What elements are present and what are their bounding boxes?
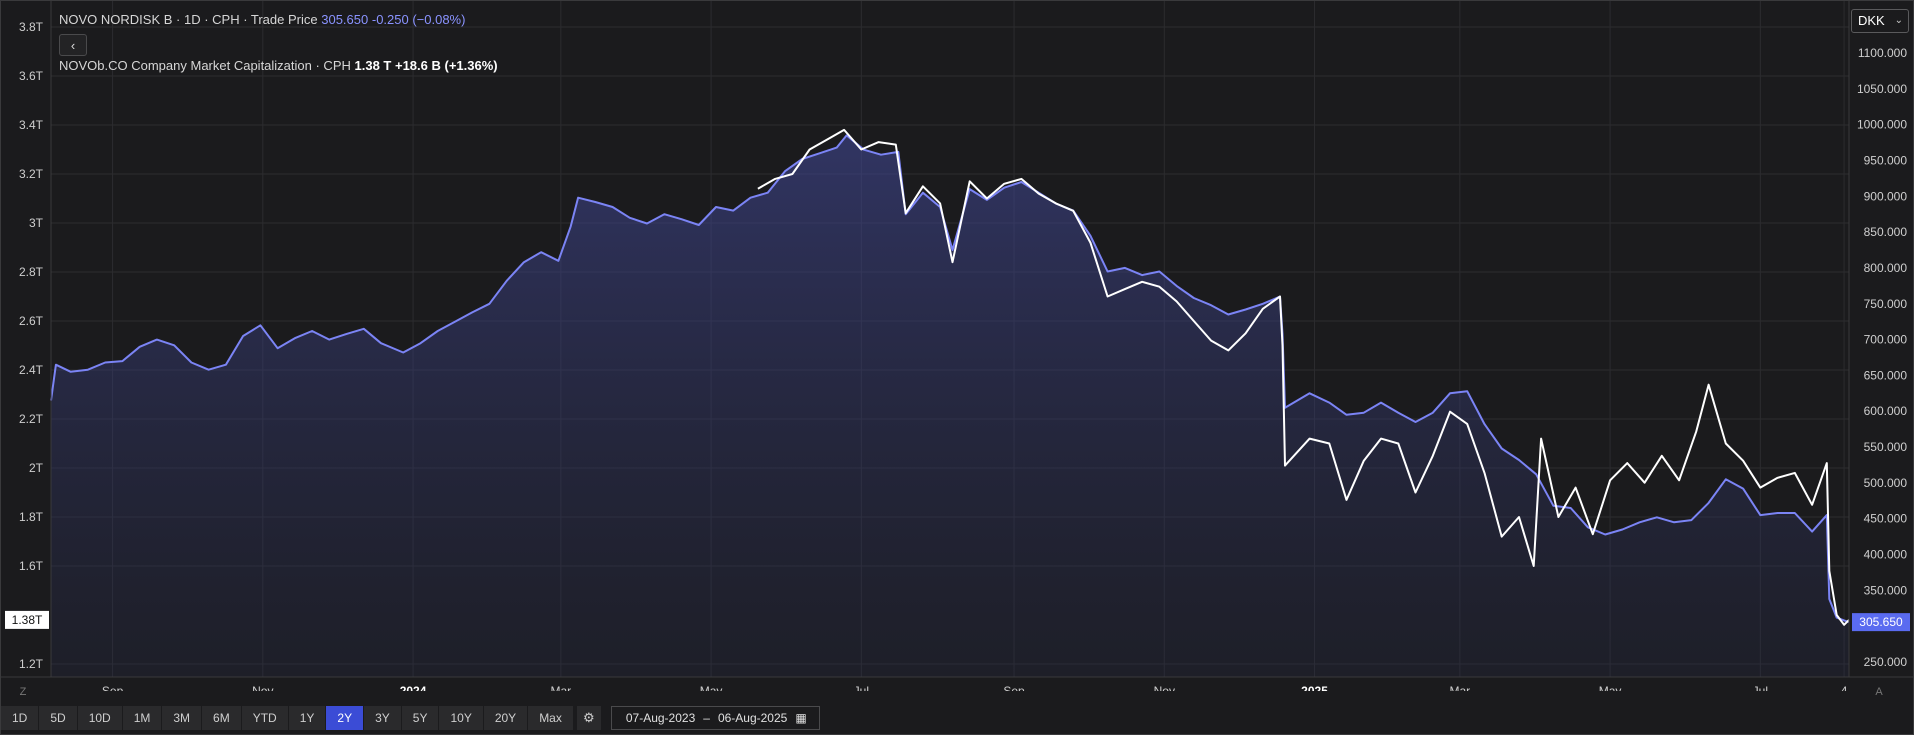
legend-trade-price-value: 305.650 xyxy=(321,12,369,27)
range-button-1y[interactable]: 1Y xyxy=(288,706,326,730)
x-tick-label: Jul xyxy=(1753,684,1768,691)
right-tick-label: 700.000 xyxy=(1864,333,1908,347)
left-tick-label: 2.2T xyxy=(19,412,44,426)
right-tick-label: 350.000 xyxy=(1864,583,1908,597)
date-from: 07-Aug-2023 xyxy=(625,711,696,725)
right-tick-label: 950.000 xyxy=(1864,153,1908,167)
left-tick-label: 3.8T xyxy=(19,20,44,34)
x-tick-label: May xyxy=(1599,684,1622,691)
currency-label: DKK xyxy=(1858,13,1885,28)
right-tick-label: 650.000 xyxy=(1864,368,1908,382)
left-tick-label: 2T xyxy=(29,461,44,475)
right-current-badge xyxy=(1852,613,1910,632)
date-range-picker[interactable]: 07-Aug-2023–06-Aug-2025 ▦ xyxy=(610,706,820,730)
range-buttons: 1D 5D 10D 1M 3M 6M YTD 1Y 2Y 3Y 5Y 10Y 20Y Max xyxy=(1,706,574,730)
collapse-legend-button[interactable]: ‹ xyxy=(59,34,87,56)
price-chart[interactable]: 3.8T 3.6T 3.4T 3.2T 3T 2.8T 2.6T 2.4T 2.2T 2T 1.8T… xyxy=(1,1,1914,691)
right-tick-label: 800.000 xyxy=(1864,261,1908,275)
left-tick-label: 2.8T xyxy=(19,265,44,279)
currency-select[interactable]: DKK ⌄ xyxy=(1851,9,1909,33)
x-tick-label: May xyxy=(700,684,723,691)
range-button-5y[interactable]: 5Y xyxy=(401,706,439,730)
range-button-6m[interactable]: 6M xyxy=(202,706,241,730)
left-tick-label: 3T xyxy=(29,216,44,230)
x-tick-label: 2025 xyxy=(1301,684,1328,691)
chevron-down-icon: ⌄ xyxy=(1894,15,1903,26)
right-tick-label: 850.000 xyxy=(1864,225,1908,239)
legend-trade-price-name: NOVO NORDISK B · 1D · CPH · Trade Price xyxy=(59,12,318,27)
gear-icon[interactable]: ⚙ xyxy=(576,706,601,730)
right-axis-scale-button[interactable]: A xyxy=(1875,686,1883,698)
left-tick-label: 3.4T xyxy=(19,118,44,132)
range-button-3y[interactable]: 3Y xyxy=(364,706,401,730)
x-tick-label: Nov xyxy=(252,684,273,691)
range-button-5d[interactable]: 5D xyxy=(39,706,77,730)
right-tick-label: 550.000 xyxy=(1864,440,1908,454)
left-axis-scale-button[interactable]: Z xyxy=(19,686,27,698)
legend-trade-price-change: -0.250 (−0.08%) xyxy=(371,12,466,27)
chevron-left-icon: ‹ xyxy=(70,38,76,53)
range-button-1d[interactable]: 1D xyxy=(1,706,39,730)
range-button-10d[interactable]: 10D xyxy=(77,706,122,730)
right-current-label: 305.650 xyxy=(1859,615,1903,629)
range-button-max[interactable]: Max xyxy=(528,706,573,730)
left-current-badge xyxy=(5,610,49,629)
calendar-icon: ▦ xyxy=(795,711,807,725)
legend-market-cap: NOVOb.CO Company Market Capitalization ·… xyxy=(59,58,498,73)
left-tick-label: 2.6T xyxy=(19,314,44,328)
right-tick-label: 750.000 xyxy=(1864,297,1908,311)
range-button-ytd[interactable]: YTD xyxy=(241,706,288,730)
date-to: 06-Aug-2025 xyxy=(717,711,788,725)
right-tick-label: 1050.000 xyxy=(1857,82,1907,96)
right-tick-label: 900.000 xyxy=(1864,189,1908,203)
x-tick-label: Nov xyxy=(1154,684,1175,691)
right-tick-label: 450.000 xyxy=(1864,512,1908,526)
range-button-2y[interactable]: 2Y xyxy=(326,706,364,730)
left-tick-label: 3.2T xyxy=(19,167,44,181)
left-current-label: 1.38T xyxy=(12,613,43,627)
x-tick-label: 2024 xyxy=(400,684,427,691)
series-area-0 xyxy=(51,135,1849,677)
range-button-3m[interactable]: 3M xyxy=(162,706,202,730)
range-button-1m[interactable]: 1M xyxy=(122,706,162,730)
x-tick-label: Sep xyxy=(102,684,124,691)
right-tick-label: 250.000 xyxy=(1864,655,1908,669)
right-tick-label: 500.000 xyxy=(1864,476,1908,490)
legend-trade-price: NOVO NORDISK B · 1D · CPH · Trade Price … xyxy=(59,12,465,27)
x-tick-label: Mar xyxy=(551,684,572,691)
x-tick-label: 4 xyxy=(1841,684,1848,691)
market-cap-line xyxy=(757,128,1850,626)
right-tick-label: 600.000 xyxy=(1864,404,1908,418)
left-tick-label: 2.4T xyxy=(19,363,44,377)
range-toolbar: 1D 5D 10D 1M 3M 6M YTD 1Y 2Y 3Y 5Y 10Y 20Y Max ⚙ 07-A… xyxy=(1,705,820,731)
right-tick-label: 1100.000 xyxy=(1858,46,1907,60)
range-button-20y[interactable]: 20Y xyxy=(483,706,528,730)
legend-market-cap-name: NOVOb.CO Company Market Capitalization ·… xyxy=(59,58,351,73)
range-button-10y[interactable]: 10Y xyxy=(439,706,483,730)
legend-market-cap-change: +18.6 B (+1.36%) xyxy=(394,58,498,73)
right-tick-label: 1000.000 xyxy=(1857,118,1907,132)
legend-market-cap-value: 1.38 T xyxy=(354,58,392,73)
left-tick-label: 1.6T xyxy=(19,559,44,573)
x-tick-label: Sep xyxy=(1003,684,1025,691)
x-tick-label: Jul xyxy=(854,684,869,691)
left-tick-label: 3.6T xyxy=(19,69,44,83)
date-separator: – xyxy=(703,711,710,725)
x-tick-label: Mar xyxy=(1450,684,1471,691)
left-tick-label: 1.2T xyxy=(19,657,44,671)
right-tick-label: 400.000 xyxy=(1864,548,1908,562)
left-tick-label: 1.8T xyxy=(19,510,44,524)
